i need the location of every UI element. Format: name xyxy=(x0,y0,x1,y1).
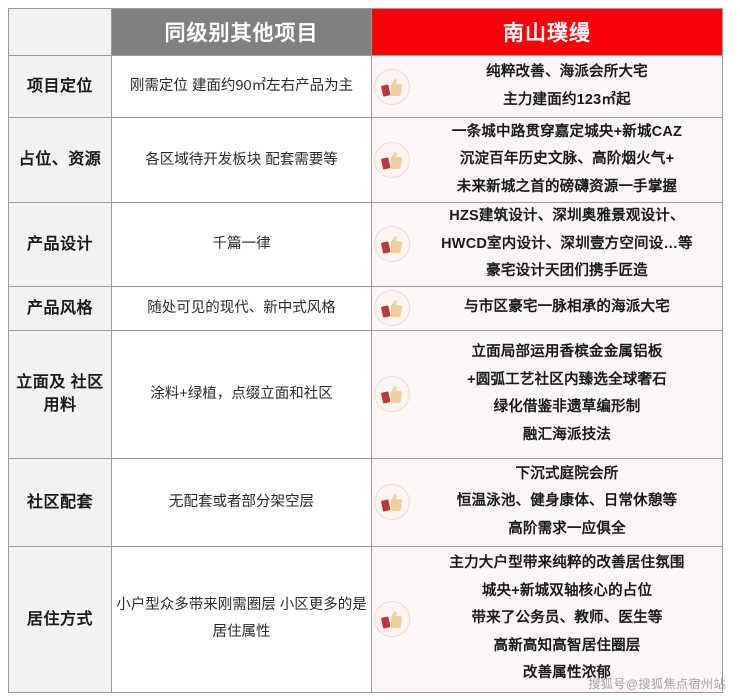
other-projects-cell: 各区域待开发板块 配套需要等 xyxy=(111,117,372,203)
thumbs-up-icon xyxy=(374,601,410,638)
row-label: 占位、资源 xyxy=(8,117,112,203)
header-our-project: 南山璞缦 xyxy=(371,8,723,56)
other-projects-cell: 无配套或者部分架空层 xyxy=(111,457,372,547)
our-text-line: 立面局部运用香槟金金属铝板 xyxy=(471,344,663,361)
comparison-table-container: 同级别其他项目 南山璞缦 项目定位 刚需定位 建面约90㎡左右产品为主 xyxy=(8,8,723,693)
table-row: 产品设计 千篇一律 HZS建筑设计、深圳奥雅景观设计、 xyxy=(8,202,723,287)
other-text-line: 小区更多的是居住属性 xyxy=(212,597,367,641)
our-text-line: 沉淀百年历史文脉、高阶烟火气+ xyxy=(459,151,675,168)
other-text-line: 建面约90㎡左右产品为主 xyxy=(191,78,354,95)
other-text-line: 无配套或者部分架空层 xyxy=(169,493,314,510)
our-project-cell: 立面局部运用香槟金金属铝板 +圆弧工艺社区内臻选全球奢石 绿化借鉴非遗草编形制 … xyxy=(371,329,723,459)
other-projects-cell: 千篇一律 xyxy=(111,202,372,287)
row-label: 产品设计 xyxy=(8,202,112,287)
our-project-cell: 主力大户型带来纯粹的改善居住氛围 城央+新城双轴核心的占位 带来了公务员、教师、… xyxy=(371,545,723,693)
thumbs-up-icon xyxy=(374,484,410,521)
our-text-line: 豪宅设计天团们携手匠造 xyxy=(486,263,648,280)
table-row: 产品风格 随处可见的现代、新中式风格 与市区豪宅一脉相承的海派大宅 xyxy=(8,285,723,331)
table-row: 占位、资源 各区域待开发板块 配套需要等 一条城中 xyxy=(8,117,723,203)
our-project-text: 与市区豪宅一脉相承的海派大宅 xyxy=(412,294,722,322)
our-text-line: 高阶需求一应俱全 xyxy=(508,520,626,537)
other-text-line: 配套需要等 xyxy=(265,151,338,168)
other-text-line: 各区域待开发板块 xyxy=(145,151,262,168)
table-row: 立面及 社区用料 涂料+绿植，点缀立面和社区 xyxy=(8,329,723,459)
our-text-line: +圆弧工艺社区内臻选全球奢石 xyxy=(467,371,667,388)
our-project-text: 一条城中路贯穿嘉定城央+新城CAZ 沉淀百年历史文脉、高阶烟火气+ 未来新城之首… xyxy=(412,119,722,202)
thumbs-up-icon xyxy=(374,376,410,413)
our-text-line: HZS建筑设计、深圳奥雅景观设计、 xyxy=(449,208,685,224)
our-text-line: 未来新城之首的磅礴资源一手掌握 xyxy=(456,178,678,195)
our-text-line: 绿化借鉴非遗草编形制 xyxy=(493,399,641,416)
table-body: 项目定位 刚需定位 建面约90㎡左右产品为主 纯粹 xyxy=(8,55,723,693)
thumbs-up-icon xyxy=(374,141,410,178)
header-other-projects: 同级别其他项目 xyxy=(111,8,372,56)
our-project-text: 下沉式庭院会所 恒温泳池、健身康体、日常休憩等 高阶需求一应俱全 xyxy=(412,461,722,544)
table-header: 同级别其他项目 南山璞缦 xyxy=(8,8,723,56)
our-text-line: 主力建面约123㎡起 xyxy=(503,91,631,108)
header-blank-cell xyxy=(8,8,112,56)
our-project-cell: 一条城中路贯穿嘉定城央+新城CAZ 沉淀百年历史文脉、高阶烟火气+ 未来新城之首… xyxy=(371,117,723,203)
table-row: 社区配套 无配套或者部分架空层 下沉式庭院会所 xyxy=(8,457,723,547)
row-label: 项目定位 xyxy=(8,55,112,118)
other-projects-cell: 刚需定位 建面约90㎡左右产品为主 xyxy=(111,55,372,118)
other-text-line: 随处可见的现代、新中式风格 xyxy=(147,299,336,316)
our-text-line: 带来了公务员、教师、医生等 xyxy=(471,610,663,627)
our-project-cell: HZS建筑设计、深圳奥雅景观设计、 HWCD室内设计、深圳壹方空间设…等 豪宅设… xyxy=(371,202,723,287)
our-text-line: 主力大户型带来纯粹的改善居住氛围 xyxy=(449,555,685,572)
other-text-line: 千篇一律 xyxy=(212,235,271,252)
thumbs-up-icon xyxy=(374,226,410,263)
other-projects-cell: 涂料+绿植，点缀立面和社区 xyxy=(111,329,372,459)
other-projects-cell: 小户型众多带来刚需圈层 小区更多的是居住属性 xyxy=(111,545,372,693)
our-text-line: 纯粹改善、海派会所大宅 xyxy=(486,63,648,80)
header-row: 同级别其他项目 南山璞缦 xyxy=(8,8,723,56)
row-label: 产品风格 xyxy=(8,285,112,331)
other-text-line: 刚需定位 xyxy=(129,78,188,95)
comparison-table: 同级别其他项目 南山璞缦 项目定位 刚需定位 建面约90㎡左右产品为主 xyxy=(8,8,723,693)
our-text-line: 高新高知高智居住圈层 xyxy=(493,637,641,654)
row-label: 立面及 社区用料 xyxy=(8,329,112,459)
row-label-line: 立面及 xyxy=(16,373,66,391)
our-text-line: 改善属性浓郁 xyxy=(522,665,612,682)
our-project-cell: 纯粹改善、海派会所大宅 主力建面约123㎡起 xyxy=(371,55,723,118)
our-project-cell: 与市区豪宅一脉相承的海派大宅 xyxy=(371,285,723,331)
thumbs-up-icon xyxy=(374,68,410,105)
our-project-cell: 下沉式庭院会所 恒温泳池、健身康体、日常休憩等 高阶需求一应俱全 xyxy=(371,457,723,547)
our-text-line: HWCD室内设计、深圳壹方空间设…等 xyxy=(441,235,693,252)
our-text-line: 城央+新城双轴核心的占位 xyxy=(481,582,653,599)
our-project-text: 纯粹改善、海派会所大宅 主力建面约123㎡起 xyxy=(412,59,722,114)
table-row: 项目定位 刚需定位 建面约90㎡左右产品为主 纯粹 xyxy=(8,55,723,118)
table-row: 居住方式 小户型众多带来刚需圈层 小区更多的是居住属性 xyxy=(8,545,723,693)
other-projects-cell: 随处可见的现代、新中式风格 xyxy=(111,285,372,331)
other-text-line: 小户型众多带来刚需圈层 xyxy=(116,597,276,614)
our-text-line: 恒温泳池、健身康体、日常休憩等 xyxy=(456,493,678,510)
other-text-line: 涂料+绿植，点缀立面和社区 xyxy=(150,385,333,402)
row-label: 居住方式 xyxy=(8,545,112,693)
our-text-line: 与市区豪宅一脉相承的海派大宅 xyxy=(464,299,670,316)
our-text-line: 融汇海派技法 xyxy=(522,426,612,443)
thumbs-up-icon xyxy=(374,290,410,327)
our-text-line: 下沉式庭院会所 xyxy=(515,465,619,482)
our-project-text: HZS建筑设计、深圳奥雅景观设计、 HWCD室内设计、深圳壹方空间设…等 豪宅设… xyxy=(412,203,722,286)
our-text-line: 一条城中路贯穿嘉定城央+新城CAZ xyxy=(451,123,683,140)
our-project-text: 立面局部运用香槟金金属铝板 +圆弧工艺社区内臻选全球奢石 绿化借鉴非遗草编形制 … xyxy=(412,339,722,449)
our-project-text: 主力大户型带来纯粹的改善居住氛围 城央+新城双轴核心的占位 带来了公务员、教师、… xyxy=(412,550,722,688)
row-label: 社区配套 xyxy=(8,457,112,547)
row-label-line: 社区用料 xyxy=(43,373,104,415)
